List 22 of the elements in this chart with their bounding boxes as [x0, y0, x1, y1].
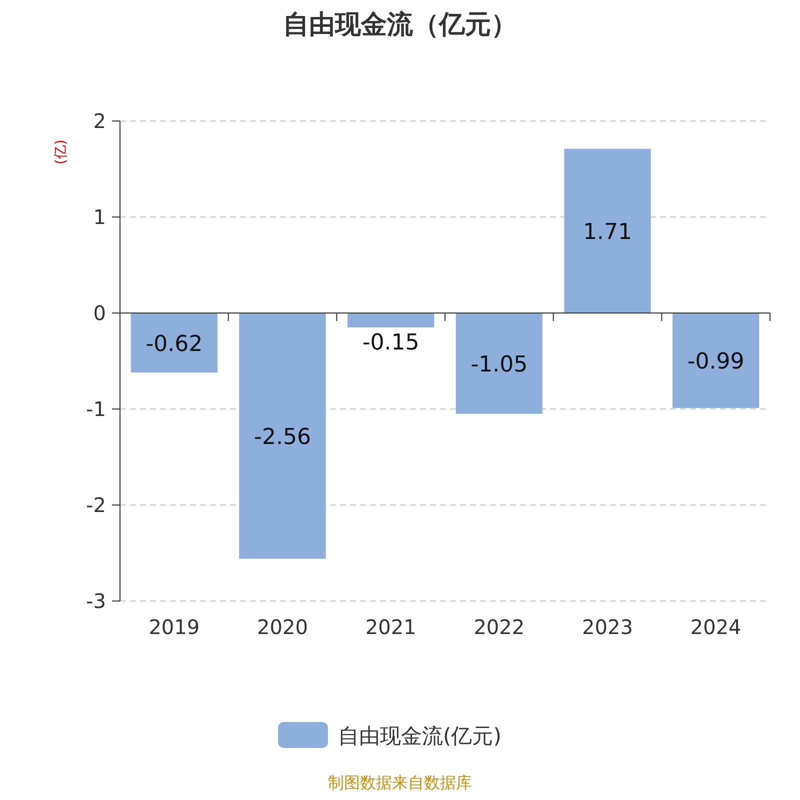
chart-title: 自由现金流（亿元）	[283, 10, 517, 40]
data-label: -0.62	[146, 332, 203, 357]
x-tick-label: 2019	[148, 615, 200, 639]
y-tick-label: -2	[86, 493, 106, 517]
x-tick-label: 2024	[690, 615, 742, 639]
data-label: -0.99	[687, 350, 744, 375]
x-tick-label: 2020	[257, 615, 308, 639]
data-label: -1.05	[470, 352, 528, 378]
legend-label: 自由现金流(亿元)	[338, 724, 502, 748]
text: 制图数据来自数据库	[328, 773, 472, 792]
y-tick-label: 1	[93, 205, 106, 229]
x-tick-label: 2021	[365, 615, 416, 639]
x-tick-label: 2023	[582, 615, 633, 639]
y-tick-label: 2	[93, 109, 106, 133]
y-tick-label: 0	[93, 301, 106, 325]
data-label: -2.56	[254, 424, 311, 450]
x-tick-label: 2022	[474, 615, 525, 639]
y-tick-label: -1	[86, 397, 106, 421]
y-axis-title: (亿)	[53, 140, 69, 164]
data-label: -0.15	[362, 330, 420, 356]
data-label: 1.71	[583, 220, 632, 245]
y-tick-label: -3	[86, 589, 106, 613]
